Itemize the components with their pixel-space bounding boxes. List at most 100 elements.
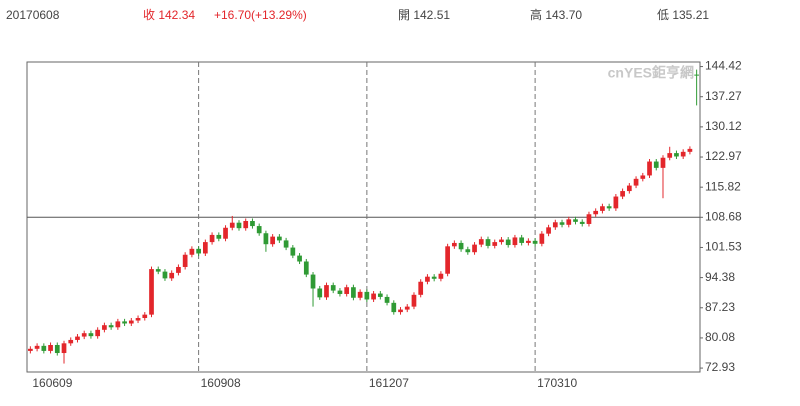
candle-body xyxy=(122,321,127,324)
candle-body xyxy=(330,285,336,291)
y-tick-label: 94.38 xyxy=(705,270,735,284)
x-tick-label: 160609 xyxy=(32,376,72,390)
header-low: 低 135.21 xyxy=(657,8,709,22)
candle-body xyxy=(189,248,195,255)
candle-body xyxy=(337,290,343,294)
candle-body xyxy=(573,219,578,222)
candle-body xyxy=(202,242,208,254)
candle-body xyxy=(687,148,693,152)
y-tick-label: 80.08 xyxy=(705,330,735,344)
candle-body xyxy=(182,254,188,267)
candle-body xyxy=(196,248,201,254)
candle-body xyxy=(384,296,390,303)
candle-body xyxy=(81,333,87,337)
candle-body xyxy=(102,325,107,330)
header-date: 20170608 xyxy=(6,8,60,22)
candle-body xyxy=(48,345,53,351)
candle-body xyxy=(647,161,652,176)
candle-body xyxy=(465,249,471,253)
candle-body xyxy=(290,247,296,256)
candle-body xyxy=(458,242,464,250)
candle-body xyxy=(68,339,74,344)
candle-body xyxy=(371,293,376,300)
candle-body xyxy=(317,288,323,298)
candle-body xyxy=(539,233,545,244)
x-tick-label: 161207 xyxy=(369,376,409,390)
candle-body xyxy=(653,161,659,168)
candle-body xyxy=(41,345,47,351)
candle-body xyxy=(303,261,309,275)
candle-body xyxy=(519,237,525,243)
candle-body xyxy=(532,240,538,244)
candle-body xyxy=(209,234,215,243)
candle-body xyxy=(579,221,585,224)
y-tick-label: 108.68 xyxy=(705,209,742,223)
candle-body xyxy=(431,276,437,279)
candle-body xyxy=(667,153,673,158)
candle-body xyxy=(411,294,417,307)
candle-body xyxy=(633,178,639,186)
candle-body xyxy=(694,74,699,76)
candle-body xyxy=(169,272,175,279)
x-tick-label: 170310 xyxy=(537,376,577,390)
candle-body xyxy=(559,222,565,225)
candle-body xyxy=(54,345,60,354)
y-tick-label: 72.93 xyxy=(705,360,735,374)
candle-body xyxy=(108,325,114,328)
candle-body xyxy=(552,222,558,228)
header-open: 開 142.51 xyxy=(398,8,450,22)
candle-body xyxy=(445,246,450,274)
y-tick-label: 137.27 xyxy=(705,89,742,103)
candle-body xyxy=(283,240,289,248)
candle-body xyxy=(472,244,477,253)
candle-body xyxy=(404,306,410,310)
candle-body xyxy=(640,175,646,179)
candle-body xyxy=(277,236,282,241)
y-tick-label: 115.82 xyxy=(705,179,741,193)
candle-body xyxy=(418,281,424,295)
candle-body xyxy=(546,227,551,234)
y-tick-label: 144.42 xyxy=(705,59,742,73)
candle-body xyxy=(223,227,228,239)
candle-body xyxy=(606,206,612,209)
y-tick-label: 130.12 xyxy=(705,119,742,133)
candle-body xyxy=(250,221,255,227)
candle-body xyxy=(478,239,484,245)
candle-body xyxy=(61,343,67,354)
candle-body xyxy=(438,273,444,279)
candle-body xyxy=(236,222,242,229)
y-tick-label: 101.53 xyxy=(705,240,742,254)
watermark: cnYES鉅亨網 xyxy=(608,65,694,81)
candle-body xyxy=(600,206,605,211)
candle-body xyxy=(351,287,356,298)
candle-body xyxy=(505,239,511,246)
y-tick-label: 122.97 xyxy=(705,149,742,163)
candle-body xyxy=(263,233,269,245)
candle-body xyxy=(377,293,383,297)
candle-body xyxy=(586,214,592,224)
candle-body xyxy=(398,309,403,313)
candle-body xyxy=(216,234,222,239)
candle-body xyxy=(451,242,457,247)
candle-body xyxy=(660,157,666,168)
candle-body xyxy=(162,271,168,279)
candle-body xyxy=(593,210,599,215)
x-tick-label: 160908 xyxy=(201,376,241,390)
candle-body xyxy=(135,318,141,321)
candle-body xyxy=(364,291,370,300)
candle-body xyxy=(28,348,33,351)
candle-body xyxy=(620,191,625,197)
candle-body xyxy=(75,336,80,340)
candle-body xyxy=(176,266,181,273)
candle-body xyxy=(149,269,154,315)
candle-body xyxy=(499,239,504,243)
candle-body xyxy=(128,320,134,324)
candle-body xyxy=(155,269,161,272)
candle-body xyxy=(34,345,40,349)
candle-body xyxy=(680,151,686,157)
header-change: +16.70(+13.29%) xyxy=(214,8,307,22)
y-tick-label: 87.23 xyxy=(705,300,735,314)
candle-body xyxy=(256,226,262,234)
candle-body xyxy=(95,329,101,337)
